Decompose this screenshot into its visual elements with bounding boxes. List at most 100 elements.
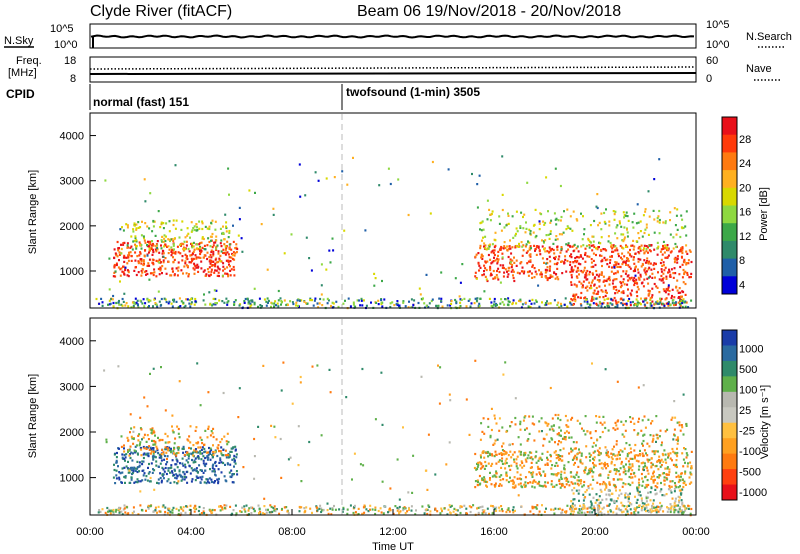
data-cell xyxy=(657,468,660,471)
data-cell xyxy=(152,457,155,460)
data-cell xyxy=(148,462,150,466)
data-cell xyxy=(568,436,571,439)
data-cell xyxy=(222,461,225,465)
data-cell xyxy=(132,470,135,473)
data-cell xyxy=(575,270,578,273)
data-cell xyxy=(233,254,236,257)
data-cell xyxy=(133,239,136,243)
data-cell xyxy=(643,278,646,281)
data-cell xyxy=(583,511,586,514)
data-cell xyxy=(489,453,491,457)
data-cell xyxy=(604,294,607,297)
data-cell xyxy=(132,468,135,471)
data-cell xyxy=(645,297,648,300)
data-cell xyxy=(162,259,165,262)
data-cell xyxy=(127,460,129,463)
data-cell xyxy=(671,480,674,483)
data-cell xyxy=(503,241,506,244)
data-cell xyxy=(600,254,603,257)
data-cell xyxy=(220,438,223,441)
data-cell xyxy=(519,226,522,229)
data-cell xyxy=(603,279,606,282)
data-cell xyxy=(123,507,126,510)
data-cell xyxy=(556,433,559,436)
data-cell xyxy=(534,236,537,239)
data-cell xyxy=(632,258,635,261)
data-cell xyxy=(570,298,573,301)
data-cell xyxy=(613,500,616,503)
data-cell xyxy=(558,479,561,482)
data-cell xyxy=(629,483,632,487)
data-cell xyxy=(608,503,611,506)
data-cell xyxy=(139,226,142,229)
data-cell xyxy=(483,270,485,273)
data-cell xyxy=(298,510,301,513)
data-cell xyxy=(504,462,507,465)
data-cell xyxy=(165,472,168,476)
data-cell xyxy=(592,302,595,305)
data-cell xyxy=(166,461,169,464)
data-cell xyxy=(644,507,647,510)
data-cell xyxy=(504,298,506,301)
data-cell xyxy=(126,246,129,249)
cpid-mode-normal: normal (fast) 151 xyxy=(93,95,189,109)
data-cell xyxy=(545,262,548,265)
data-cell xyxy=(166,480,169,483)
data-cell xyxy=(503,245,506,248)
data-cell xyxy=(298,163,301,166)
data-cell xyxy=(653,452,656,456)
data-cell xyxy=(502,373,505,376)
data-cell xyxy=(194,451,197,454)
data-cell xyxy=(685,250,688,253)
data-cell xyxy=(227,253,230,256)
data-cell xyxy=(150,462,153,465)
data-cell xyxy=(233,454,236,457)
data-cell xyxy=(584,490,587,494)
data-cell xyxy=(643,231,646,235)
data-cell xyxy=(501,449,504,452)
data-cell xyxy=(122,271,125,274)
data-cell xyxy=(98,302,101,305)
data-cell xyxy=(548,428,551,431)
data-cell xyxy=(544,247,546,250)
data-cell xyxy=(167,245,170,248)
data-cell xyxy=(627,513,629,516)
data-cell xyxy=(392,512,395,515)
data-cell xyxy=(620,508,623,512)
data-cell xyxy=(644,208,647,211)
data-cell xyxy=(494,485,496,488)
data-cell xyxy=(611,247,614,250)
data-cell xyxy=(331,301,334,304)
data-cell xyxy=(664,220,667,223)
data-cell xyxy=(499,281,502,284)
data-cell xyxy=(535,273,538,276)
data-cell xyxy=(627,251,630,254)
data-cell xyxy=(395,303,398,306)
data-cell xyxy=(552,508,555,511)
data-cell xyxy=(250,512,253,515)
data-cell xyxy=(273,505,276,508)
data-cell xyxy=(201,222,204,225)
data-cell xyxy=(272,213,275,216)
data-cell xyxy=(254,191,256,194)
data-cell xyxy=(622,298,625,301)
data-cell xyxy=(636,285,639,288)
data-cell xyxy=(239,510,242,513)
data-cell xyxy=(584,466,587,470)
data-cell xyxy=(213,470,216,473)
data-cell xyxy=(233,473,235,476)
data-cell xyxy=(549,260,552,263)
data-cell xyxy=(448,441,451,444)
data-cell xyxy=(224,213,227,216)
data-cell xyxy=(642,466,645,469)
data-cell xyxy=(217,480,220,483)
data-cell xyxy=(562,231,565,234)
data-cell xyxy=(597,511,600,514)
data-cell xyxy=(563,486,566,489)
data-cell xyxy=(168,220,171,223)
data-cell xyxy=(644,464,647,468)
data-cell xyxy=(155,259,158,262)
data-cell xyxy=(224,251,227,254)
data-cell xyxy=(325,268,328,271)
data-cell xyxy=(675,475,678,479)
